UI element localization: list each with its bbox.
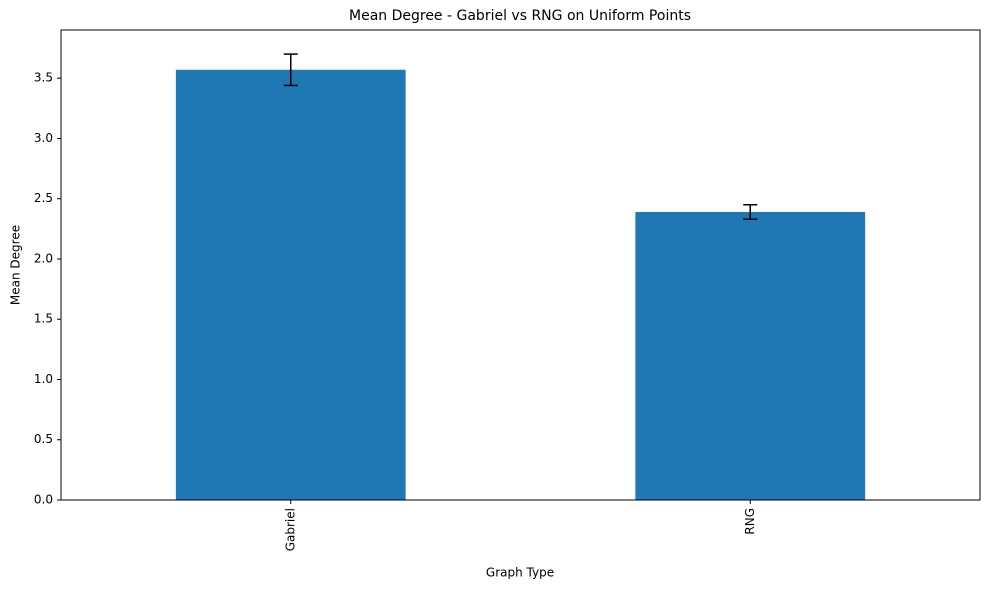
y-tick-label: 2.5 bbox=[34, 191, 53, 205]
chart-title: Mean Degree - Gabriel vs RNG on Uniform … bbox=[349, 8, 691, 24]
bar bbox=[635, 211, 866, 500]
x-axis-label: Graph Type bbox=[486, 566, 554, 580]
x-tick-label: RNG bbox=[743, 508, 757, 535]
plot-frame bbox=[60, 29, 981, 501]
y-tick-label: 1.5 bbox=[34, 312, 53, 326]
y-tick-label: 3.5 bbox=[34, 71, 53, 85]
y-axis-label: Mean Degree bbox=[9, 225, 23, 305]
y-tick-label: 2.0 bbox=[34, 251, 53, 265]
x-tick-label: Gabriel bbox=[283, 508, 297, 551]
y-tick-label: 3.0 bbox=[34, 131, 53, 145]
bar bbox=[175, 69, 406, 501]
y-tick-label: 0.0 bbox=[34, 493, 53, 507]
error-bar bbox=[743, 203, 758, 220]
y-tick-label: 0.5 bbox=[34, 432, 53, 446]
error-bar bbox=[283, 53, 298, 87]
y-tick-label: 1.0 bbox=[34, 372, 53, 386]
